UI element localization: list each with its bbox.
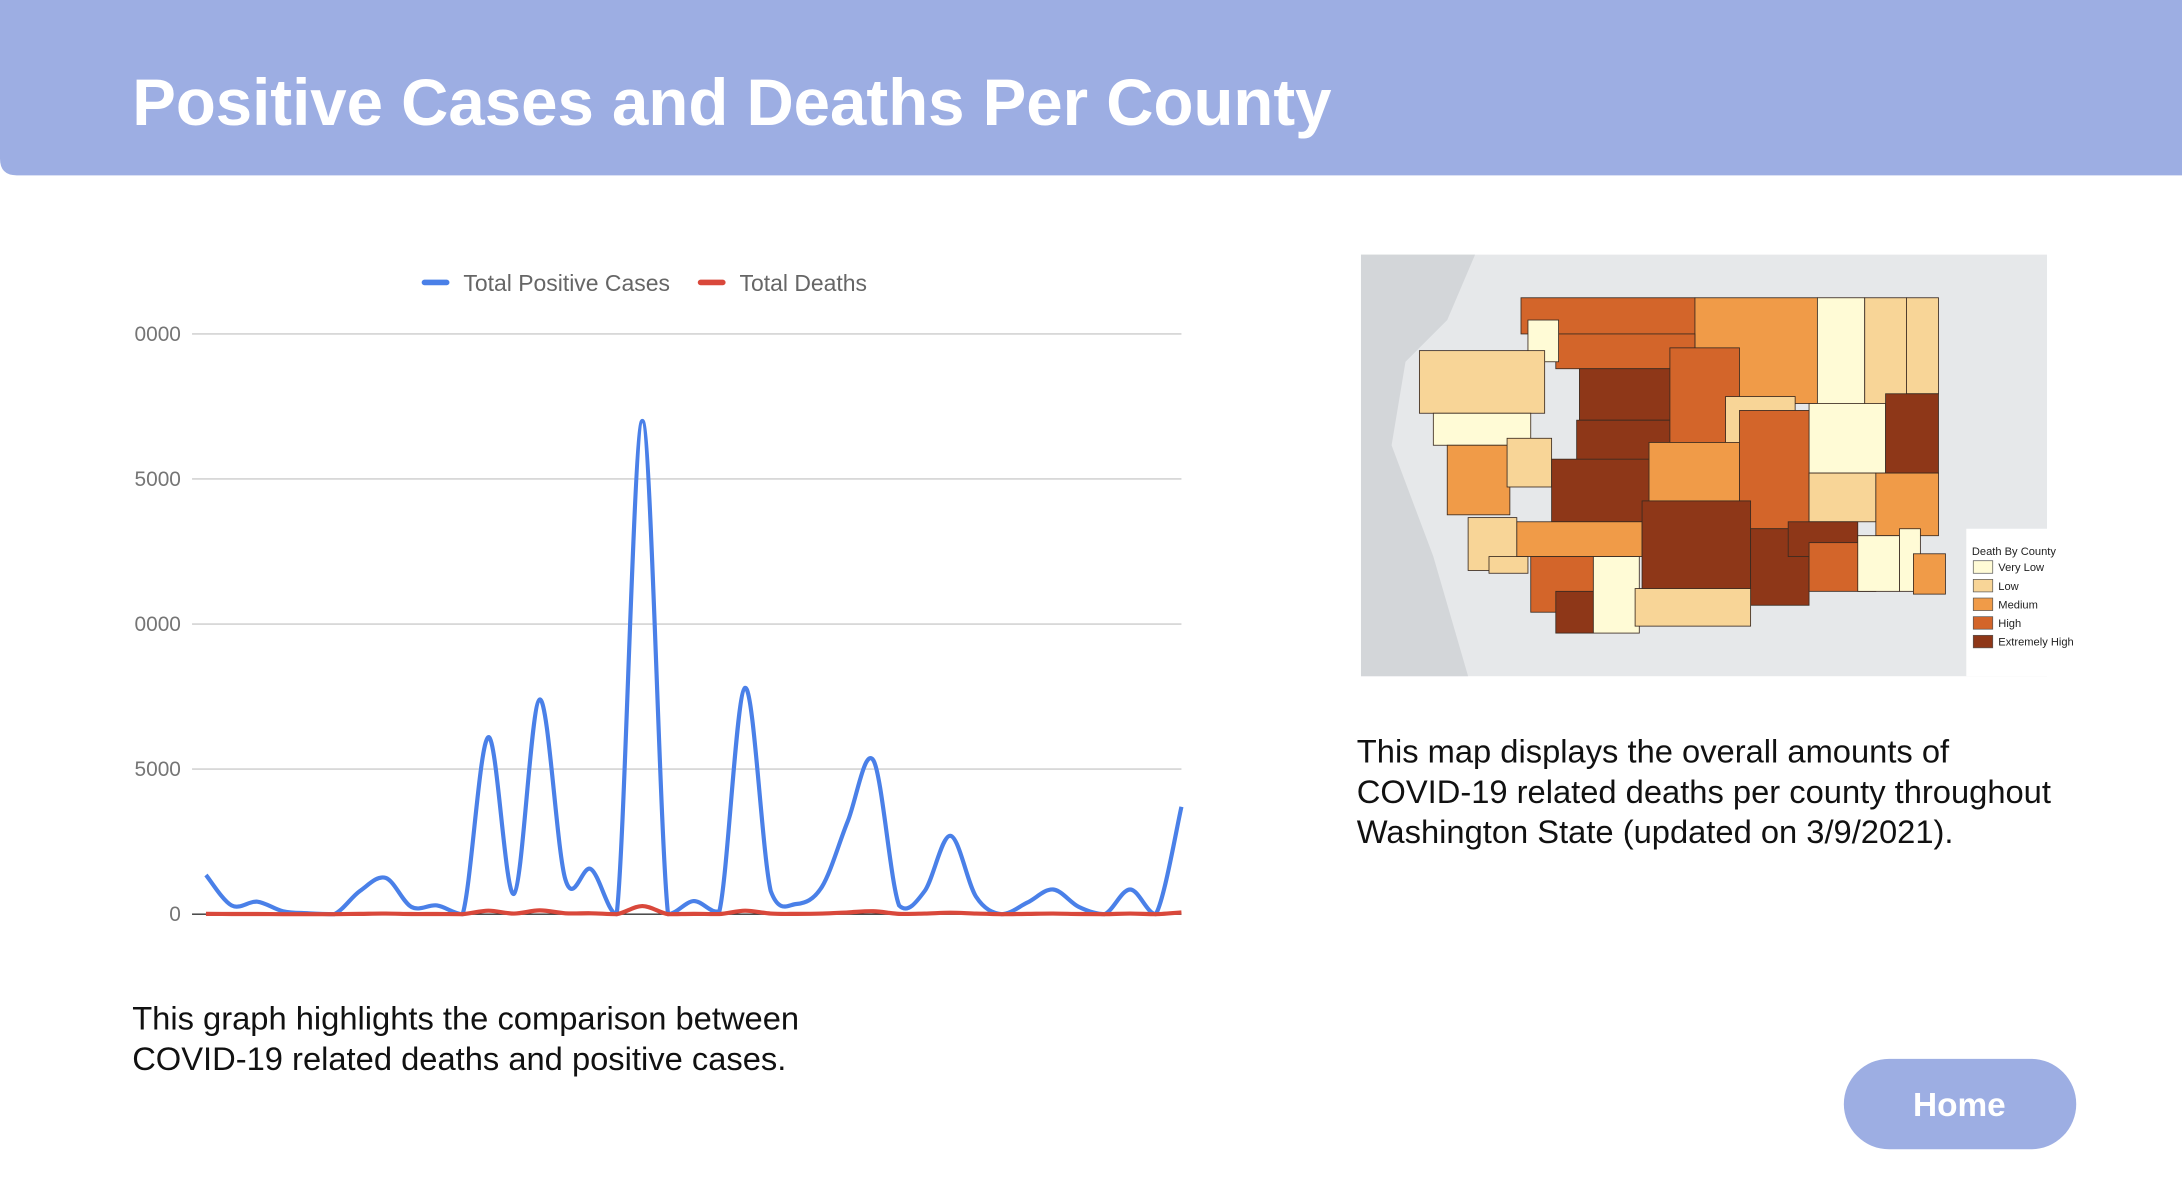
- data-line: [204, 418, 1184, 917]
- county: [1634, 588, 1752, 627]
- home-button[interactable]: Home: [1843, 1058, 2077, 1150]
- map-caption: COVID-19 related deaths per county throu…: [1357, 773, 2051, 810]
- county: [1808, 403, 1887, 474]
- county: [1446, 444, 1511, 516]
- county: [1913, 553, 1946, 595]
- legend-label: Total Positive Cases: [463, 270, 670, 296]
- map-caption: This map displays the overall amounts of: [1357, 732, 1950, 769]
- map-legend-label: High: [1998, 618, 2021, 630]
- county: [1641, 500, 1752, 592]
- county: [1808, 472, 1877, 523]
- y-tick-label: 15000: [123, 468, 181, 491]
- y-tick-label: 0: [169, 903, 181, 926]
- y-tick-labels: 0 5000 10000 15000 20000: [123, 323, 181, 926]
- county: [1885, 393, 1939, 474]
- y-tick-label: 20000: [123, 323, 181, 346]
- chart-caption: This graph highlights the comparison bet…: [132, 1000, 799, 1037]
- map-legend-swatch: [1972, 597, 1994, 611]
- map-legend-label: Medium: [1998, 599, 2038, 611]
- map-legend-label: Low: [1998, 581, 2019, 593]
- map-legend-swatch: [1972, 634, 1994, 649]
- county: [1506, 437, 1553, 488]
- county: [1418, 350, 1546, 414]
- county: [1857, 535, 1900, 592]
- home-button-label[interactable]: Home: [1913, 1087, 2006, 1124]
- header-bar: [0, 0, 2182, 176]
- county: [1816, 297, 1866, 411]
- county: [1579, 368, 1678, 421]
- map-caption: Washington State (updated on 3/9/2021).: [1357, 813, 1954, 850]
- y-tick-label: 10000: [123, 613, 181, 636]
- map-legend-swatch: [1972, 616, 1994, 630]
- county: [1739, 410, 1810, 530]
- county: [1906, 297, 1939, 395]
- line-chart: Total Positive Cases Total Deaths: [192, 270, 1184, 917]
- county: [1592, 556, 1640, 634]
- county: [1875, 472, 1939, 537]
- data-line: [205, 903, 1182, 917]
- county-map: Death By County Very Low Low Medium High Extr…: [1360, 254, 2078, 677]
- chart-caption: COVID-19 related deaths and positive cas…: [132, 1040, 786, 1077]
- county: [1488, 556, 1529, 574]
- home-button-background[interactable]: [1843, 1058, 2077, 1150]
- y-tick-label: 5000: [134, 758, 180, 781]
- county: [1516, 521, 1643, 557]
- county: [1551, 458, 1657, 523]
- page-title: Positive Cases and Deaths Per County: [132, 66, 1332, 139]
- map-legend-title: Death By County: [1972, 546, 2057, 558]
- map-legend-label: Extremely High: [1998, 637, 2073, 649]
- map-legend-label: Very Low: [1998, 562, 2045, 574]
- map-legend-swatch: [1972, 560, 1994, 574]
- county: [1555, 590, 1594, 634]
- ocean: [1360, 254, 1476, 677]
- map-legend-swatch: [1972, 579, 1994, 593]
- legend-label: Total Deaths: [740, 270, 868, 296]
